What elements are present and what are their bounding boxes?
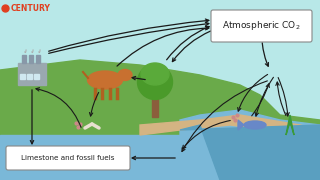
Polygon shape (180, 110, 320, 180)
Bar (0, 135, 320, 180)
Polygon shape (238, 120, 244, 130)
Polygon shape (140, 115, 320, 140)
Bar (20, 74, 25, 79)
Bar (18, 63, 46, 85)
Bar (34, 74, 39, 79)
FancyBboxPatch shape (211, 10, 312, 42)
Bar (220, 130, 320, 180)
Polygon shape (180, 125, 320, 180)
Bar (152, 92, 158, 117)
Bar (22, 55, 26, 63)
Bar (29, 55, 33, 63)
Ellipse shape (118, 69, 132, 80)
Ellipse shape (244, 121, 266, 129)
Polygon shape (286, 115, 294, 135)
Text: CENTURY: CENTURY (11, 3, 51, 12)
Ellipse shape (87, 71, 123, 89)
Ellipse shape (138, 64, 172, 100)
Text: Limestone and fossil fuels: Limestone and fossil fuels (21, 155, 115, 161)
Text: Atmospheric CO$_2$: Atmospheric CO$_2$ (222, 19, 301, 32)
Polygon shape (0, 60, 320, 180)
FancyBboxPatch shape (6, 146, 130, 170)
Bar (36, 55, 40, 63)
Ellipse shape (141, 63, 169, 85)
Bar (27, 74, 32, 79)
